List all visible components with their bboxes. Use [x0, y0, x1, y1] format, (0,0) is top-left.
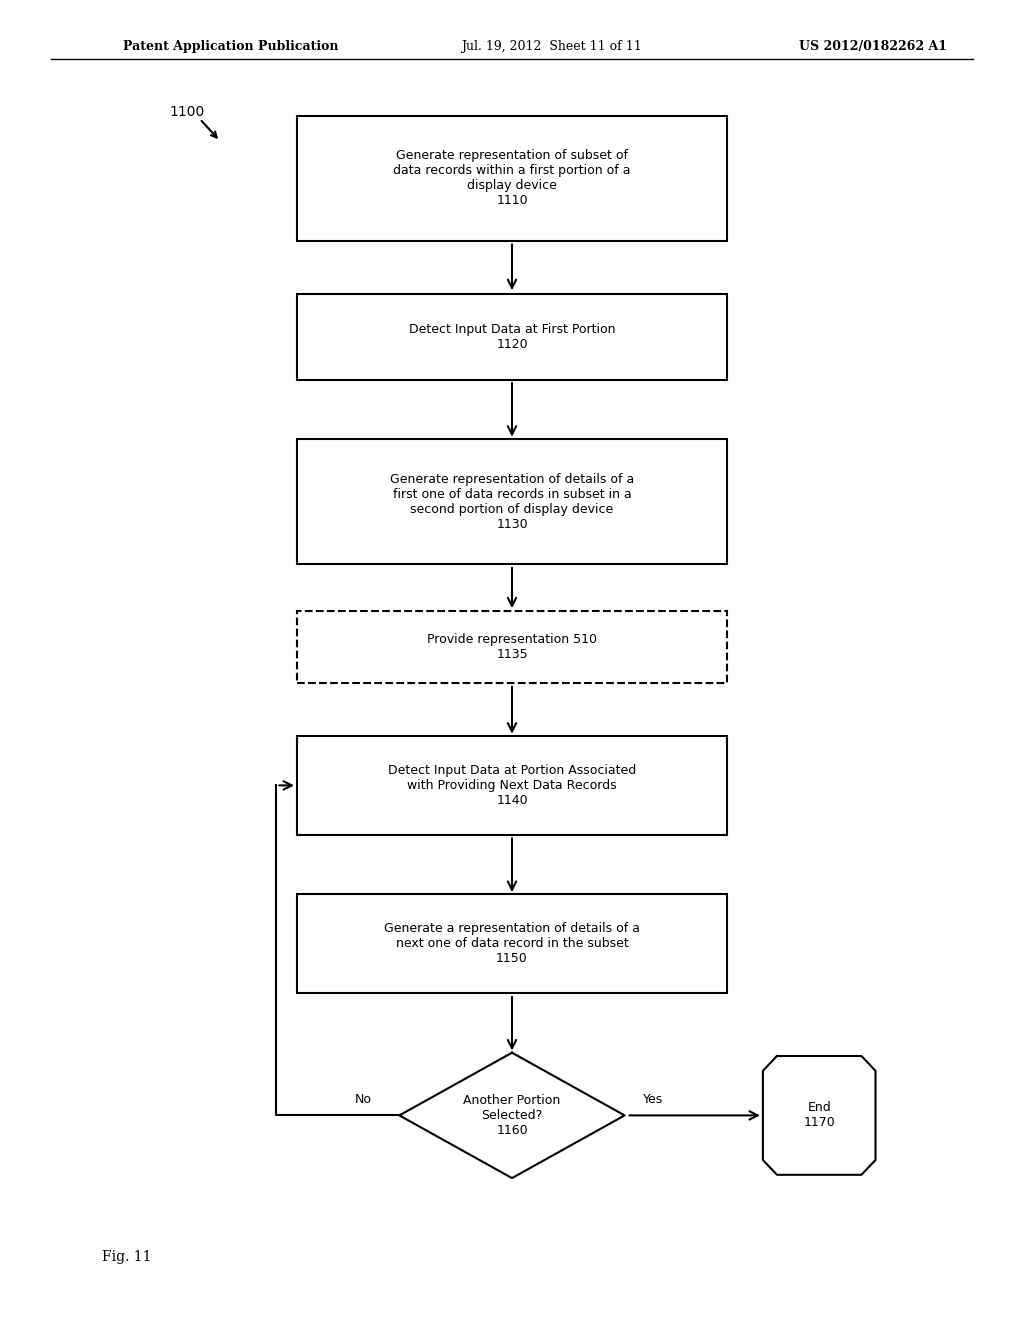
- Text: Provide representation 510
1135: Provide representation 510 1135: [427, 632, 597, 661]
- Text: Jul. 19, 2012  Sheet 11 of 11: Jul. 19, 2012 Sheet 11 of 11: [461, 40, 642, 53]
- FancyBboxPatch shape: [297, 737, 727, 834]
- Polygon shape: [399, 1053, 625, 1177]
- Text: Generate a representation of details of a
next one of data record in the subset
: Generate a representation of details of …: [384, 923, 640, 965]
- Text: Generate representation of subset of
data records within a first portion of a
di: Generate representation of subset of dat…: [393, 149, 631, 207]
- Text: End
1170: End 1170: [803, 1101, 836, 1130]
- Text: Patent Application Publication: Patent Application Publication: [123, 40, 338, 53]
- Polygon shape: [763, 1056, 876, 1175]
- Text: Fig. 11: Fig. 11: [102, 1250, 152, 1263]
- Text: Detect Input Data at Portion Associated
with Providing Next Data Records
1140: Detect Input Data at Portion Associated …: [388, 764, 636, 807]
- Text: Another Portion
Selected?
1160: Another Portion Selected? 1160: [464, 1094, 560, 1137]
- Text: Generate representation of details of a
first one of data records in subset in a: Generate representation of details of a …: [390, 473, 634, 531]
- Text: 1100: 1100: [169, 106, 204, 119]
- Text: Detect Input Data at First Portion
1120: Detect Input Data at First Portion 1120: [409, 322, 615, 351]
- Text: No: No: [355, 1093, 372, 1106]
- Text: Yes: Yes: [643, 1093, 664, 1106]
- FancyBboxPatch shape: [297, 293, 727, 380]
- Text: US 2012/0182262 A1: US 2012/0182262 A1: [799, 40, 947, 53]
- FancyBboxPatch shape: [297, 610, 727, 684]
- FancyBboxPatch shape: [297, 438, 727, 565]
- FancyBboxPatch shape: [297, 116, 727, 242]
- FancyBboxPatch shape: [297, 895, 727, 993]
